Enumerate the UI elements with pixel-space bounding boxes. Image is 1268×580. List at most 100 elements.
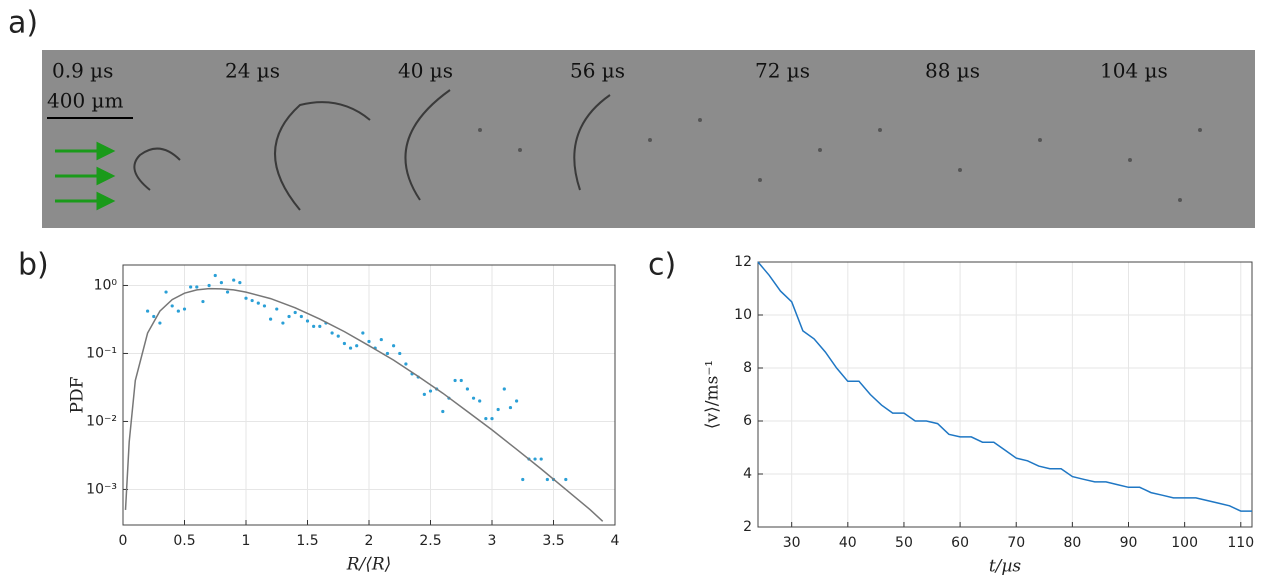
data-point <box>392 344 396 348</box>
frame-label: 24 µs <box>225 59 280 83</box>
data-line <box>124 287 604 522</box>
x-tick-label: 80 <box>1063 535 1081 551</box>
data-point <box>533 457 537 461</box>
data-point <box>164 290 168 294</box>
frame-label: 40 µs <box>398 59 453 83</box>
data-point <box>262 304 267 308</box>
y-tick-label: 10⁻³ <box>86 481 117 497</box>
data-point <box>478 399 482 403</box>
frame-label: 88 µs <box>925 59 980 83</box>
x-tick-label: 1 <box>242 533 251 549</box>
axes-frame <box>122 264 616 526</box>
data-point <box>293 310 297 315</box>
data-point <box>484 417 488 421</box>
data-point <box>213 273 217 278</box>
panel-label: a) <box>8 6 38 41</box>
data-point <box>219 281 223 285</box>
x-tick-label: 90 <box>1120 535 1138 551</box>
data-point <box>502 387 506 391</box>
x-tick-label: 50 <box>895 535 913 551</box>
data-point <box>330 331 334 335</box>
data-point <box>269 317 273 321</box>
x-tick-label: 3 <box>488 533 497 549</box>
y-tick-label: 6 <box>743 413 752 429</box>
data-point <box>564 477 568 482</box>
data-point <box>305 319 310 323</box>
data-point <box>398 351 402 356</box>
x-tick-label: 40 <box>839 535 857 551</box>
y-tick-label: 10⁻¹ <box>86 345 117 361</box>
data-point <box>404 362 408 366</box>
data-point <box>287 314 291 319</box>
panel-label: b) <box>18 248 49 283</box>
data-point <box>342 341 346 346</box>
x-axis-title: R/⟨R⟩ <box>346 555 392 575</box>
data-point <box>490 417 494 421</box>
y-axis-title: PDF <box>68 376 88 413</box>
data-point <box>379 337 383 342</box>
data-point <box>158 321 162 325</box>
x-tick-label: 100 <box>1171 535 1198 551</box>
data-point <box>441 409 445 414</box>
data-line <box>757 261 1252 512</box>
data-point <box>170 304 174 308</box>
image-strip: 400 µm <box>42 50 1255 228</box>
data-point <box>355 344 359 348</box>
x-tick-label: 0 <box>119 533 128 549</box>
data-point <box>471 396 476 400</box>
frame-label: 0.9 µs <box>52 59 113 83</box>
scale-bar-label: 400 µm <box>47 89 124 113</box>
frame-label: 56 µs <box>570 59 625 83</box>
data-point <box>545 477 549 482</box>
data-point <box>336 334 340 338</box>
data-point <box>318 324 322 329</box>
x-tick-label: 2.5 <box>419 533 441 549</box>
x-tick-label: 0.5 <box>173 533 195 549</box>
data-point <box>256 301 260 305</box>
data-point <box>244 296 248 300</box>
x-tick-label: 3.5 <box>542 533 564 549</box>
data-point <box>521 477 525 482</box>
data-point <box>176 309 180 313</box>
data-point <box>361 331 365 335</box>
data-point <box>422 392 426 396</box>
flow-arrows <box>55 141 116 211</box>
data-point <box>496 407 500 412</box>
data-point <box>146 309 150 313</box>
data-point <box>508 405 513 410</box>
plot-area <box>758 262 1252 527</box>
y-tick-label: 2 <box>743 519 752 535</box>
data-point <box>152 314 156 319</box>
panel-label: c) <box>648 248 676 283</box>
data-point <box>312 324 316 329</box>
data-point <box>539 457 543 461</box>
data-point <box>189 285 193 289</box>
y-tick-label: 10⁻² <box>86 413 117 429</box>
y-tick-label: 12 <box>734 254 752 270</box>
x-tick-label: 1.5 <box>296 533 318 549</box>
data-point <box>465 387 469 391</box>
data-point <box>367 339 371 344</box>
data-point <box>428 389 433 393</box>
data-point <box>453 378 457 383</box>
y-tick-label: 10⁰ <box>94 277 118 293</box>
data-point <box>225 290 230 294</box>
x-tick-label: 4 <box>611 533 620 549</box>
data-point <box>515 399 519 403</box>
data-point <box>299 314 303 319</box>
image-droplets <box>478 118 1202 202</box>
y-tick-label: 8 <box>743 360 752 376</box>
data-point <box>348 346 353 350</box>
frame-label: 72 µs <box>755 59 810 83</box>
y-axis-title: ⟨v⟩/ms⁻¹ <box>703 360 723 429</box>
data-point <box>385 351 390 356</box>
data-point <box>459 378 463 383</box>
image-texture <box>133 89 611 211</box>
y-tick-label: 10 <box>734 307 752 323</box>
data-point <box>281 321 285 325</box>
x-tick-label: 2 <box>365 533 374 549</box>
x-tick-label: 30 <box>783 535 801 551</box>
frame-label: 104 µs <box>1100 59 1168 83</box>
data-point <box>232 278 236 282</box>
x-tick-label: 110 <box>1227 535 1254 551</box>
